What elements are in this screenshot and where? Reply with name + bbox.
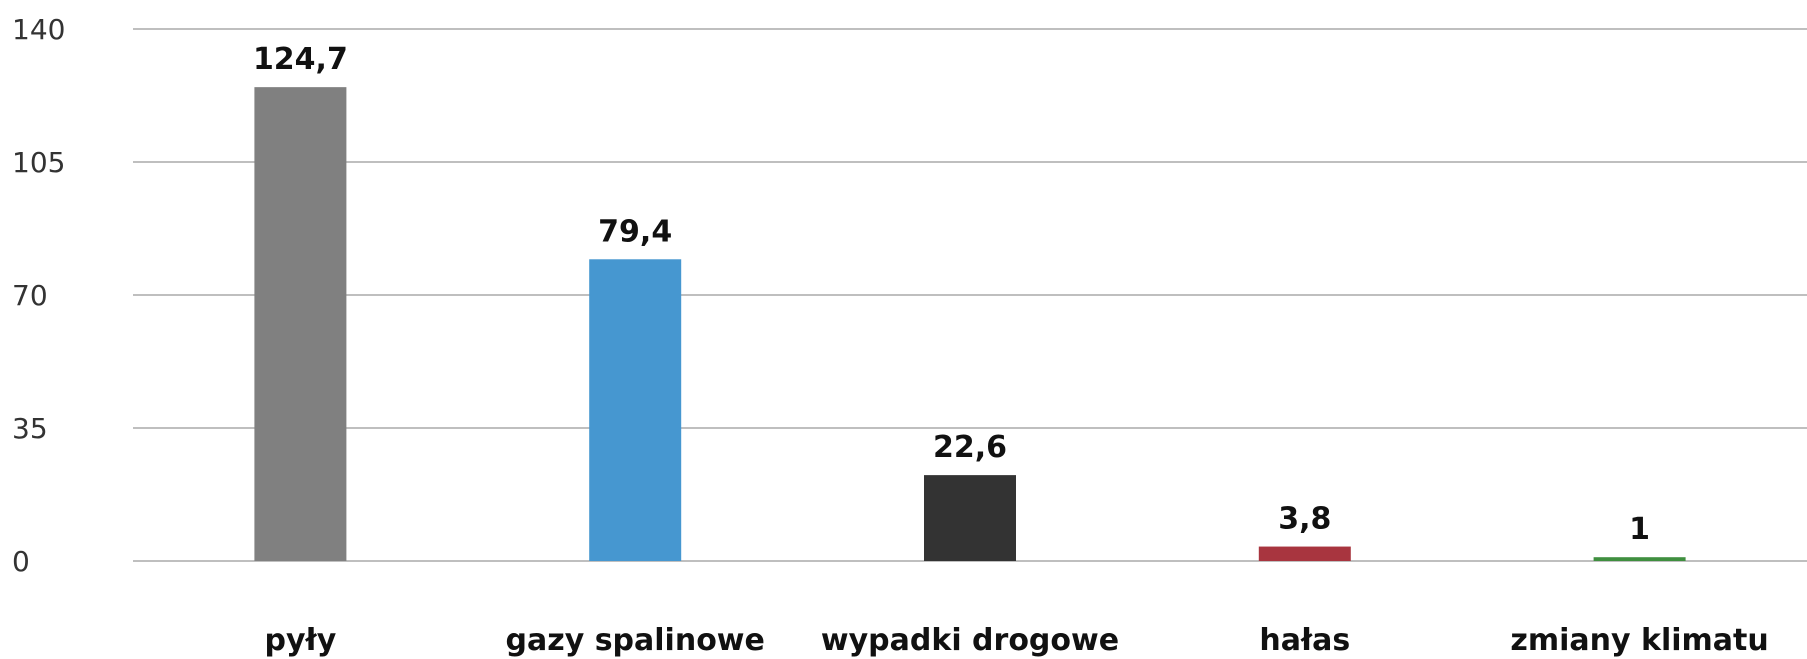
category-label: pyły: [265, 623, 337, 658]
bar: [589, 259, 682, 561]
x-axis-category-labels: pyły gazy spalinowe wypadki drogowe hałas zm…: [265, 623, 1769, 658]
data-label: 1: [1629, 512, 1650, 547]
y-tick-label: 140: [12, 13, 65, 46]
bar: [1258, 546, 1351, 561]
y-axis-tick-labels: 0 35 70 105 140: [12, 13, 65, 578]
y-tick-label: 0: [12, 545, 30, 578]
category-label: hałas: [1259, 623, 1350, 658]
category-label: zmiany klimatu: [1510, 623, 1768, 658]
category-label: wypadki drogowe: [821, 623, 1119, 658]
grid-lines: [133, 28, 1807, 562]
data-label: 22,6: [933, 430, 1007, 465]
data-label: 79,4: [598, 214, 672, 249]
data-label: 3,8: [1278, 502, 1331, 537]
category-label: gazy spalinowe: [506, 623, 765, 658]
data-label: 124,7: [253, 42, 348, 77]
y-tick-label: 35: [12, 412, 48, 445]
y-tick-label: 70: [12, 279, 48, 312]
bars: [254, 87, 1686, 561]
data-labels: 124,7 79,4 22,6 3,8 1: [253, 42, 1650, 547]
bar: [924, 475, 1016, 561]
y-tick-label: 105: [12, 146, 65, 179]
bar: [1593, 557, 1686, 561]
bar: [254, 87, 347, 561]
